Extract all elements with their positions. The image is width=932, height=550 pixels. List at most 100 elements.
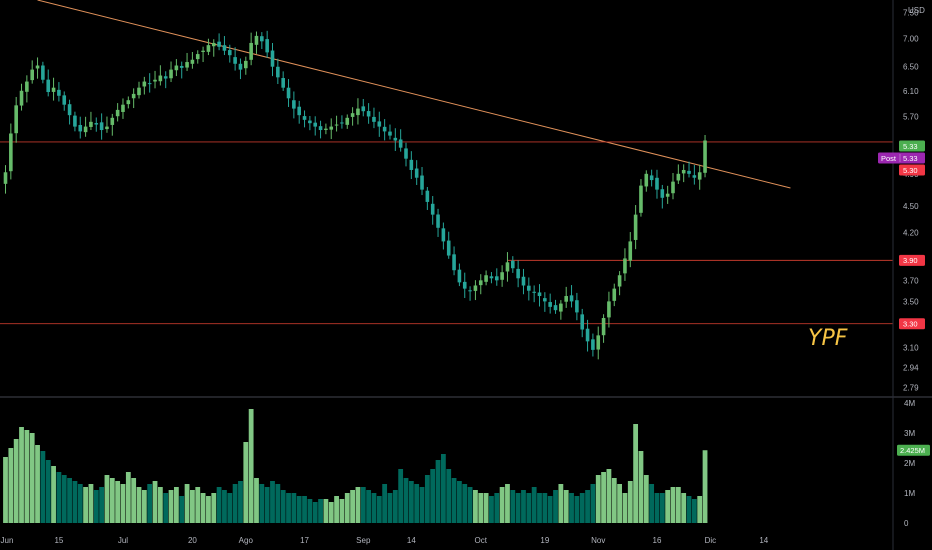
volume-bar-58 (312, 502, 318, 523)
candle-body-115 (617, 275, 622, 287)
candle-body-19 (105, 126, 109, 130)
volume-bar-6 (35, 445, 40, 523)
candle-body-74 (398, 139, 403, 148)
volume-bar-8 (45, 460, 51, 523)
time-label-14: 14 (407, 536, 416, 545)
volume-bar-97 (521, 490, 526, 523)
candle-body-0 (3, 172, 8, 184)
candle-body-20 (110, 117, 115, 125)
volume-bar-54 (291, 493, 297, 523)
price-tick-4.50: 4.50 (903, 202, 919, 211)
time-label-16: 16 (653, 536, 662, 545)
volume-bar-59 (318, 499, 323, 523)
candle-body-6 (35, 65, 40, 69)
volume-bar-102 (547, 496, 553, 523)
candle-body-51 (276, 66, 280, 78)
volume-tick-2M: 2M (904, 459, 915, 468)
volume-bar-23 (125, 472, 131, 523)
volume-bar-5 (29, 433, 35, 523)
volume-bar-9 (51, 466, 56, 523)
candle-body-110 (591, 339, 595, 350)
candle-body-109 (585, 328, 590, 342)
volume-bar-92 (494, 493, 500, 523)
candle-body-120 (644, 173, 649, 187)
volume-bar-24 (131, 478, 137, 523)
time-label-Jul: Jul (118, 536, 128, 545)
volume-bar-131 (702, 450, 708, 523)
volume-bar-20 (109, 478, 115, 523)
volume-bar-33 (179, 496, 185, 523)
candle-body-18 (99, 122, 104, 131)
time-axis[interactable]: Jun 15 Jul 20 Ago 17 Sep 14 Oct 19 Nov 16 Dic 14 (1, 536, 769, 545)
candle-body-77 (414, 168, 419, 178)
volume-bar-91 (489, 496, 494, 523)
candle-body-92 (494, 276, 499, 281)
price-tick-4.20: 4.20 (903, 228, 919, 237)
candle-body-73 (393, 137, 398, 141)
volume-bar-50 (270, 481, 275, 523)
volume-bar-112 (601, 472, 606, 523)
candle-body-103 (553, 305, 558, 311)
time-label-19: 19 (540, 536, 549, 545)
candle-body-93 (500, 272, 504, 280)
candle-body-46 (249, 42, 253, 60)
volume-tick-4M: 4M (904, 399, 915, 408)
currency-label: USD (908, 6, 925, 15)
volume-bar-93 (499, 487, 505, 523)
volume-bar-109 (585, 490, 590, 523)
volume-bar-120 (643, 475, 649, 523)
volume-bar-1 (8, 448, 14, 523)
volume-bar-86 (462, 484, 468, 523)
candle-body-68 (366, 111, 371, 117)
level-tag-3.30: 3.30 (903, 320, 918, 329)
volume-bars-layer (3, 409, 708, 523)
volume-bar-105 (563, 490, 569, 523)
volume-bar-124 (665, 490, 671, 523)
candle-body-126 (676, 173, 681, 181)
candle-body-11 (62, 95, 67, 105)
volume-bar-79 (424, 475, 430, 523)
candle-body-84 (452, 254, 456, 271)
time-label-15: 15 (54, 536, 63, 545)
candle-body-107 (575, 300, 579, 313)
time-label-Nov: Nov (591, 536, 605, 545)
candle-body-129 (692, 175, 697, 178)
candle-body-97 (521, 276, 526, 286)
volume-bar-49 (264, 487, 270, 523)
candle-body-42 (227, 50, 232, 56)
volume-bar-101 (542, 493, 548, 523)
candle-body-125 (671, 181, 675, 194)
volume-bar-117 (627, 481, 633, 523)
volume-bar-13 (72, 481, 78, 523)
price-tick-5.70: 5.70 (903, 112, 919, 121)
candle-body-122 (655, 177, 659, 190)
volume-bar-74 (398, 469, 404, 523)
volume-bar-119 (638, 451, 644, 523)
candle-body-119 (639, 185, 643, 213)
candle-body-36 (195, 54, 200, 60)
volume-bar-81 (435, 460, 441, 523)
volume-bar-108 (579, 493, 585, 523)
candle-body-22 (121, 104, 125, 112)
price-tag-0: 5.33 (903, 142, 918, 151)
time-label-Jun: Jun (1, 536, 14, 545)
volume-bar-42 (227, 493, 233, 523)
candle-body-127 (681, 169, 686, 174)
volume-axis[interactable]: 4M 3M 2M 1M 0 (904, 399, 915, 528)
candle-body-14 (78, 125, 83, 132)
candle-body-15 (83, 126, 88, 133)
volume-bar-43 (232, 484, 238, 523)
volume-bar-125 (670, 487, 676, 523)
candle-body-30 (163, 76, 168, 79)
volume-bar-107 (574, 496, 580, 523)
candle-body-118 (633, 214, 638, 240)
candle-body-3 (19, 90, 24, 106)
volume-bar-83 (446, 469, 452, 523)
volume-bar-115 (617, 484, 622, 523)
candle-body-43 (233, 57, 237, 64)
volume-bar-46 (248, 409, 254, 523)
candle-body-37 (201, 50, 205, 52)
candle-body-85 (457, 269, 462, 283)
